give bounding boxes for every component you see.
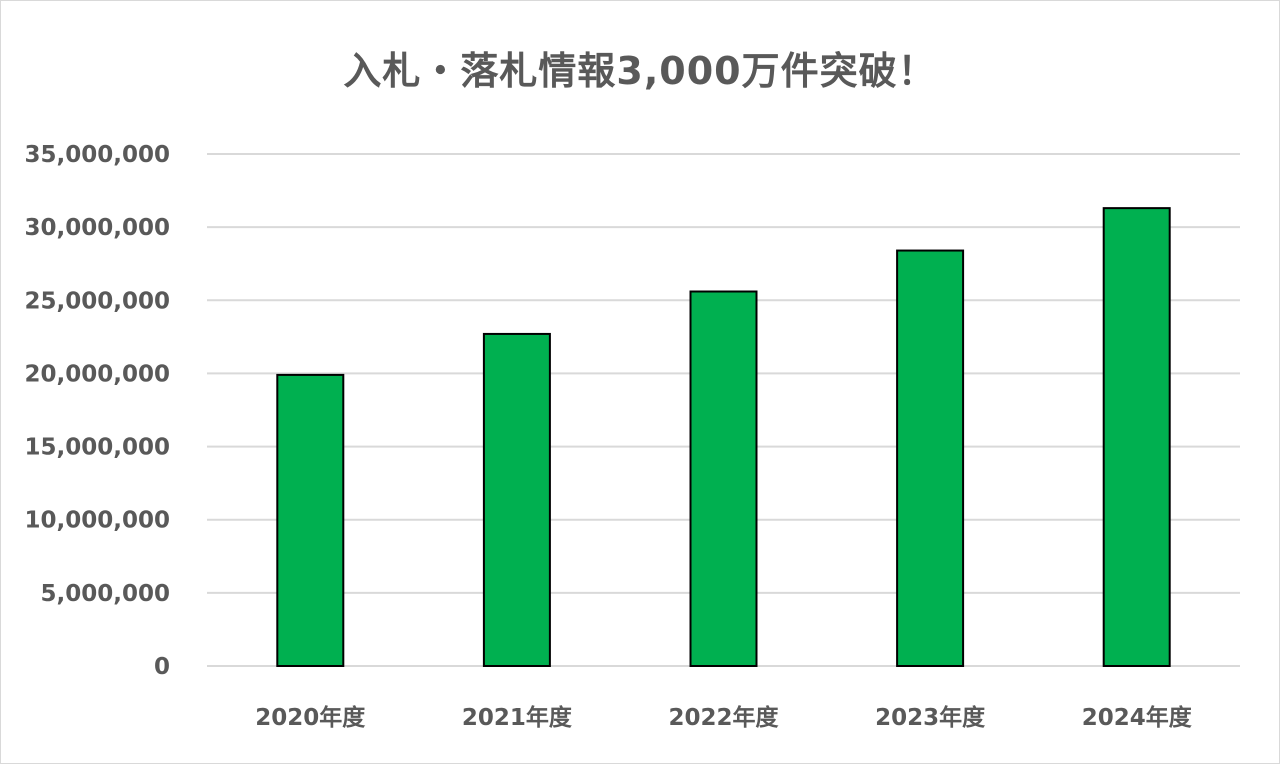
y-tick-label: 35,000,000 (24, 142, 170, 168)
x-category-label: 2022年度 (668, 704, 779, 731)
bar (896, 249, 965, 667)
y-tick-label: 5,000,000 (41, 581, 171, 607)
x-category-label: 2021年度 (462, 704, 573, 731)
bar (1102, 207, 1171, 668)
bar (276, 373, 345, 667)
chart-title: 入札・落札情報3,000万件突破！ (343, 49, 937, 93)
y-tick-label: 30,000,000 (24, 215, 170, 241)
y-tick-label: 10,000,000 (24, 508, 170, 534)
x-category-label: 2023年度 (875, 704, 986, 731)
bar (482, 332, 551, 667)
y-tick-label: 25,000,000 (24, 288, 170, 314)
x-category-label: 2024年度 (1082, 704, 1193, 731)
y-tick-label: 20,000,000 (24, 361, 170, 387)
y-tick-label: 15,000,000 (24, 435, 170, 461)
y-tick-label: 0 (154, 654, 170, 680)
x-category-label: 2020年度 (255, 704, 366, 731)
bar (689, 290, 758, 667)
